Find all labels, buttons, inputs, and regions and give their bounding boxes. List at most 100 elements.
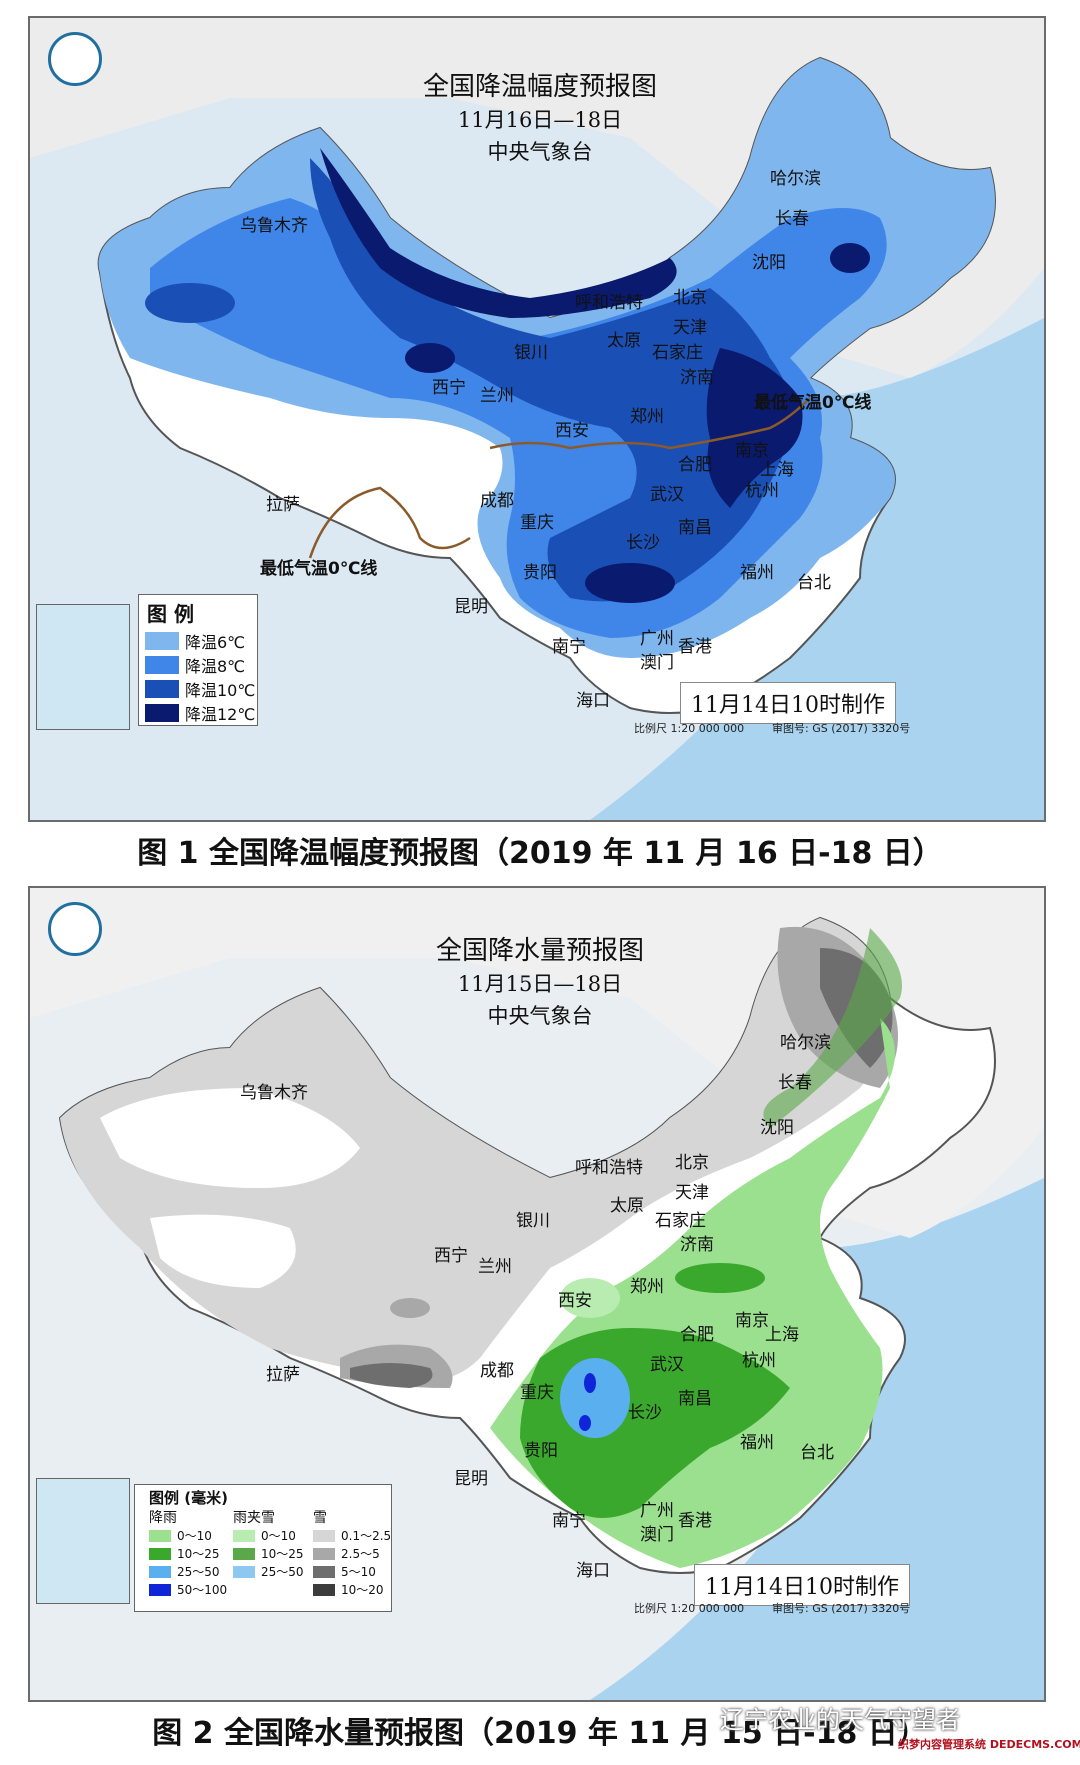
legend-item: 0.1～2.5: [313, 1527, 391, 1544]
city-label: 南京: [735, 441, 769, 461]
city-label: 石家庄: [655, 1211, 706, 1231]
city-label: 哈尔滨: [780, 1033, 831, 1053]
city-label: 长春: [778, 1073, 812, 1093]
city-label: 长沙: [626, 533, 660, 553]
city-label: 上海: [760, 460, 794, 480]
map2-title: 全国降水量预报图: [435, 936, 644, 966]
legend-swatch: [145, 680, 179, 698]
legend-item: 25～50: [233, 1563, 304, 1580]
map1-date-range: 11月16日—18日: [457, 108, 623, 132]
legend-swatch: [149, 1583, 171, 1596]
city-label: 成都: [480, 491, 514, 511]
city-label: 西安: [555, 421, 589, 441]
city-label: 武汉: [650, 1355, 684, 1375]
legend-item: 10～20: [313, 1581, 384, 1598]
legend-item: 0～10: [233, 1527, 296, 1544]
city-label: 海口: [576, 691, 610, 711]
legend-swatch: [149, 1529, 171, 1542]
legend-swatch: [149, 1565, 171, 1578]
city-label: 重庆: [520, 1383, 554, 1403]
map2-title-block: 全国降水量预报图 11月15日—18日 中央气象台: [370, 934, 710, 1032]
city-label: 海口: [576, 1561, 610, 1581]
rain-rainstorm-zone: [584, 1373, 596, 1393]
legend-col-rain: 降雨: [149, 1510, 177, 1526]
cma-logo: [48, 902, 102, 956]
zero-line-label-west: 最低气温0℃线: [260, 559, 378, 579]
city-label: 贵阳: [524, 1441, 558, 1461]
city-label: 乌鲁木齐: [240, 1083, 308, 1103]
city-label: 太原: [607, 331, 641, 351]
city-label: 沈阳: [752, 253, 786, 273]
city-label: 杭州: [742, 1351, 776, 1371]
map2-legend-title: 图例 (毫米): [149, 1489, 228, 1507]
city-label: 天津: [673, 318, 707, 338]
city-label: 上海: [765, 1325, 799, 1345]
city-label: 澳门: [640, 1525, 674, 1545]
city-label: 兰州: [478, 1257, 512, 1277]
city-label: 沈阳: [760, 1118, 794, 1138]
rain-heavy-zone: [560, 1358, 630, 1438]
city-label: 昆明: [454, 597, 488, 617]
city-label: 南昌: [678, 1389, 712, 1409]
city-label: 乌鲁木齐: [240, 216, 308, 236]
city-label: 呼和浩特: [575, 293, 643, 313]
city-label: 郑州: [630, 1277, 664, 1297]
legend-label: 10～25: [261, 1547, 304, 1561]
precipitation-map: 全国降水量预报图 11月15日—18日 中央气象台 哈尔滨 长春 乌鲁木齐 沈阳…: [28, 886, 1046, 1702]
map2-made-time: 11月14日10时制作: [694, 1564, 910, 1606]
city-label: 武汉: [650, 485, 684, 505]
zero-line-label-east: 最低气温0℃线: [754, 393, 872, 413]
legend-item: 2.5～5: [313, 1545, 380, 1562]
city-label: 贵阳: [523, 563, 557, 583]
legend-col-snow: 雪: [313, 1510, 327, 1526]
map1-scale: 比例尺 1:20 000 000: [634, 722, 745, 735]
city-label: 兰州: [480, 386, 514, 406]
legend-label: 25～50: [261, 1565, 304, 1579]
map2-review-no: 审图号: GS (2017) 3320号: [772, 1602, 911, 1615]
map1-title-block: 全国降温幅度预报图 11月16日—18日 中央气象台: [370, 70, 710, 168]
zero-degree-line: [308, 486, 471, 559]
legend-item: 降温6℃: [145, 629, 245, 653]
legend-label: 0～10: [261, 1529, 296, 1543]
city-label: 银川: [514, 343, 548, 363]
city-label: 南宁: [552, 637, 586, 657]
city-label: 长春: [775, 209, 809, 229]
city-label: 北京: [675, 1153, 709, 1173]
legend-item: 降温12℃: [145, 701, 255, 725]
city-label: 西宁: [434, 1246, 468, 1266]
legend-label: 2.5～5: [341, 1547, 380, 1561]
legend-swatch: [313, 1583, 335, 1596]
cma-logo: [48, 32, 102, 86]
legend-item: 10～25: [149, 1545, 220, 1562]
city-label: 福州: [740, 563, 774, 583]
map1-title: 全国降温幅度预报图: [422, 72, 657, 102]
map2-issuer: 中央气象台: [487, 1004, 593, 1028]
legend-swatch: [313, 1547, 335, 1560]
figure-1-caption: 图 1 全国降温幅度预报图（2019 年 11 月 16 日-18 日）: [137, 836, 943, 871]
legend-label: 0.1～2.5: [341, 1529, 392, 1543]
city-label: 重庆: [520, 513, 554, 533]
city-label: 西宁: [432, 378, 466, 398]
legend-swatch: [233, 1547, 255, 1560]
city-label: 济南: [680, 368, 714, 388]
city-label: 呼和浩特: [575, 1158, 643, 1178]
legend-label: 25～50: [177, 1565, 220, 1579]
legend-item: 降温10℃: [145, 677, 255, 701]
south-china-sea-inset: [36, 1478, 130, 1604]
legend-swatch: [145, 656, 179, 674]
city-label: 哈尔滨: [770, 169, 821, 189]
map2-scale: 比例尺 1:20 000 000: [634, 1602, 745, 1615]
city-label: 香港: [678, 637, 712, 657]
city-label: 西安: [558, 1291, 592, 1311]
sleet-hatched-zone: [763, 928, 902, 1128]
city-label: 太原: [610, 1196, 644, 1216]
legend-item: 5～10: [313, 1563, 376, 1580]
legend-label: 5～10: [341, 1565, 376, 1579]
city-label: 石家庄: [652, 343, 703, 363]
map1-made-time: 11月14日10时制作: [680, 682, 896, 724]
legend-swatch: [145, 632, 179, 650]
legend-item: 50～100: [149, 1581, 227, 1598]
city-label: 广州: [640, 1501, 674, 1521]
city-label: 郑州: [630, 407, 664, 427]
map2-date-range: 11月15日—18日: [457, 972, 623, 996]
